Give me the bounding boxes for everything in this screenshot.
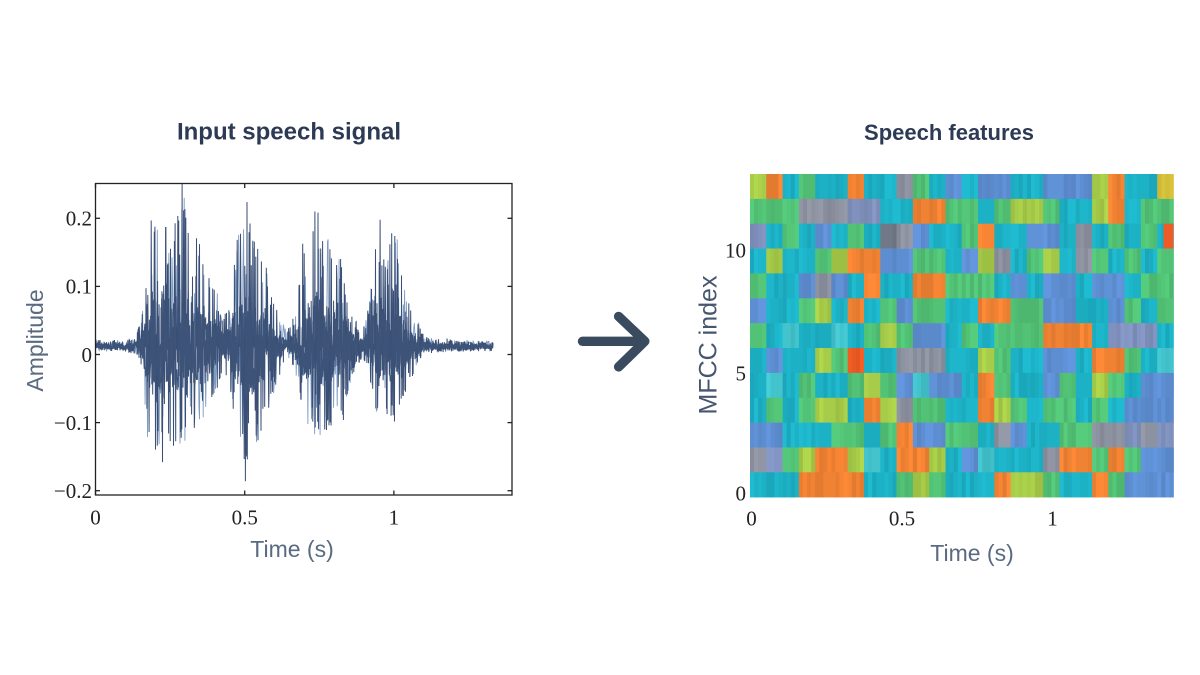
svg-text:0: 0 <box>82 343 93 367</box>
svg-text:Time (s): Time (s) <box>930 540 1013 566</box>
svg-text:10: 10 <box>725 238 746 262</box>
svg-text:0: 0 <box>746 506 757 530</box>
svg-text:MFCC index: MFCC index <box>695 275 723 414</box>
svg-text:0.5: 0.5 <box>232 505 258 529</box>
svg-text:−0.2: −0.2 <box>54 479 92 503</box>
svg-text:0: 0 <box>736 481 747 505</box>
svg-text:0.1: 0.1 <box>66 275 92 299</box>
svg-text:0.2: 0.2 <box>66 207 92 231</box>
svg-text:Amplitude: Amplitude <box>22 289 48 391</box>
svg-text:1: 1 <box>1047 506 1058 530</box>
svg-text:−0.1: −0.1 <box>54 411 92 435</box>
svg-text:Input speech signal: Input speech signal <box>177 119 401 146</box>
svg-text:Time (s): Time (s) <box>250 536 333 562</box>
svg-text:5: 5 <box>736 361 747 385</box>
svg-text:1: 1 <box>389 505 400 529</box>
svg-text:0: 0 <box>90 505 101 529</box>
svg-text:Speech features: Speech features <box>864 120 1034 145</box>
svg-text:0.5: 0.5 <box>889 506 915 530</box>
